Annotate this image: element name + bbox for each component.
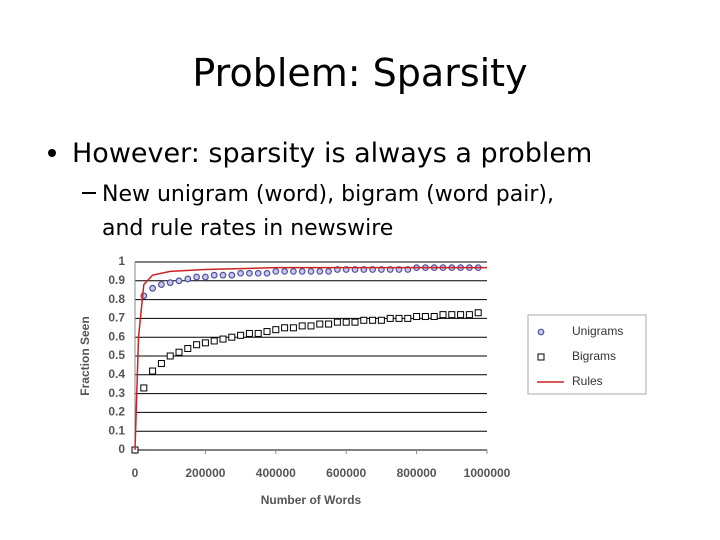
marker-circle	[228, 271, 236, 279]
marker-square	[333, 318, 341, 326]
marker-square	[245, 329, 253, 337]
y-tick-label: 1	[118, 254, 125, 268]
marker-circle	[298, 268, 306, 275]
slide-title: Problem: Sparsity	[192, 51, 527, 95]
marker-square	[325, 320, 333, 328]
marker-square	[430, 313, 438, 321]
sub-bullet-line: and rule rates in newswire	[102, 216, 393, 241]
marker-circle	[316, 268, 324, 275]
x-axis-label: Number of Words	[261, 493, 362, 507]
marker-circle	[237, 269, 245, 277]
marker-square	[369, 316, 377, 324]
marker-square	[254, 329, 262, 337]
marker-square	[210, 337, 218, 345]
x-tick-label: 600000	[326, 466, 366, 480]
y-tick-label: 0.5	[108, 348, 125, 362]
chart: 0 0.1 0.2 0.3 0.4 0.5 0.6 0.7 0.8 0.9 1 0 200000 4000…	[78, 254, 647, 515]
marker-square	[386, 314, 394, 322]
y-tick-label: 0.3	[108, 386, 125, 400]
marker-square	[193, 341, 201, 349]
x-tick-label: 1000000	[464, 466, 511, 480]
marker-circle	[254, 269, 262, 277]
marker-circle	[166, 279, 174, 287]
marker-circle	[281, 268, 289, 275]
y-tick-label: 0.2	[108, 405, 125, 419]
legend-box	[527, 314, 647, 395]
marker-circle	[263, 269, 271, 277]
marker-circle	[149, 284, 157, 292]
plot-background	[78, 255, 518, 515]
marker-circle	[290, 268, 297, 275]
y-tick-label: 0.6	[108, 329, 125, 343]
marker-square	[421, 313, 429, 321]
marker-circle	[157, 281, 165, 288]
marker-square	[474, 309, 482, 317]
bullet-dot	[48, 149, 56, 157]
marker-square	[377, 316, 385, 324]
marker-square	[395, 314, 403, 322]
marker-square	[289, 324, 297, 332]
bullet-text: However: sparsity is always a problem	[72, 138, 592, 169]
marker-square	[272, 326, 280, 334]
marker-square	[342, 318, 350, 326]
y-tick-label: 0.9	[108, 273, 125, 287]
series-line	[134, 266, 487, 451]
marker-square	[157, 360, 165, 368]
y-tick-label: 0.8	[108, 292, 125, 306]
marker-circle	[307, 268, 315, 275]
marker-circle	[272, 268, 280, 275]
marker-square	[140, 384, 148, 392]
legend-marker	[537, 353, 545, 361]
y-axis-label: Fraction Seen	[78, 316, 92, 395]
y-tick-label: 0	[118, 442, 125, 456]
marker-circle	[193, 273, 201, 281]
y-tick-label: 0.7	[108, 311, 125, 325]
marker-square	[465, 311, 473, 319]
marker-square	[439, 311, 447, 319]
marker-square	[448, 311, 456, 319]
marker-square	[166, 352, 174, 360]
y-tick-label: 0.1	[108, 423, 125, 437]
legend-label: Unigrams	[572, 324, 623, 338]
marker-square	[404, 314, 412, 322]
legend-label: Bigrams	[572, 349, 616, 363]
marker-circle	[184, 275, 192, 283]
x-tick-label: 0	[132, 466, 139, 480]
marker-square	[201, 339, 209, 347]
legend-marker	[537, 328, 545, 336]
marker-circle	[175, 277, 183, 285]
marker-square	[351, 318, 359, 326]
marker-square	[219, 335, 227, 343]
marker-square	[360, 316, 368, 324]
marker-square	[413, 313, 421, 321]
marker-square	[316, 320, 324, 328]
legend-label: Rules	[572, 374, 603, 388]
x-tick-label: 400000	[256, 466, 296, 480]
marker-circle	[245, 269, 253, 277]
marker-square	[228, 333, 236, 341]
sub-bullet-line: New unigram (word), bigram (word pair),	[102, 182, 554, 207]
marker-square	[298, 322, 306, 330]
marker-circle	[210, 271, 218, 279]
y-tick-label: 0.4	[108, 367, 125, 381]
marker-square	[307, 322, 315, 330]
marker-square	[184, 344, 192, 352]
marker-square	[237, 331, 245, 339]
marker-circle	[219, 271, 227, 279]
x-tick-label: 800000	[397, 466, 437, 480]
marker-square	[175, 348, 183, 356]
marker-square	[149, 367, 157, 375]
marker-circle	[201, 273, 209, 281]
marker-square	[281, 324, 289, 332]
marker-square	[457, 311, 465, 319]
marker-circle	[325, 268, 333, 275]
x-tick-label: 200000	[185, 466, 225, 480]
marker-square	[263, 328, 271, 336]
